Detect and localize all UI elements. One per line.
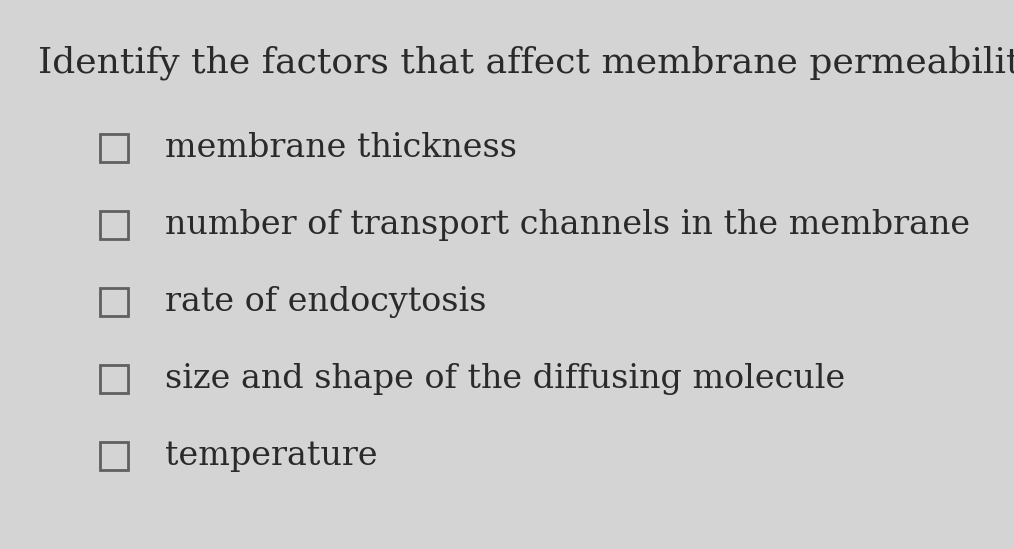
Text: rate of endocytosis: rate of endocytosis	[165, 286, 487, 318]
Text: Identify the factors that affect membrane permeability.: Identify the factors that affect membran…	[38, 46, 1014, 81]
Bar	[100, 211, 128, 239]
Text: size and shape of the diffusing molecule: size and shape of the diffusing molecule	[165, 363, 846, 395]
Bar	[100, 442, 128, 470]
Bar	[100, 365, 128, 393]
Text: number of transport channels in the membrane: number of transport channels in the memb…	[165, 209, 970, 241]
Bar	[100, 288, 128, 316]
Text: membrane thickness: membrane thickness	[165, 132, 517, 164]
Text: temperature: temperature	[165, 440, 377, 472]
Bar	[100, 134, 128, 162]
